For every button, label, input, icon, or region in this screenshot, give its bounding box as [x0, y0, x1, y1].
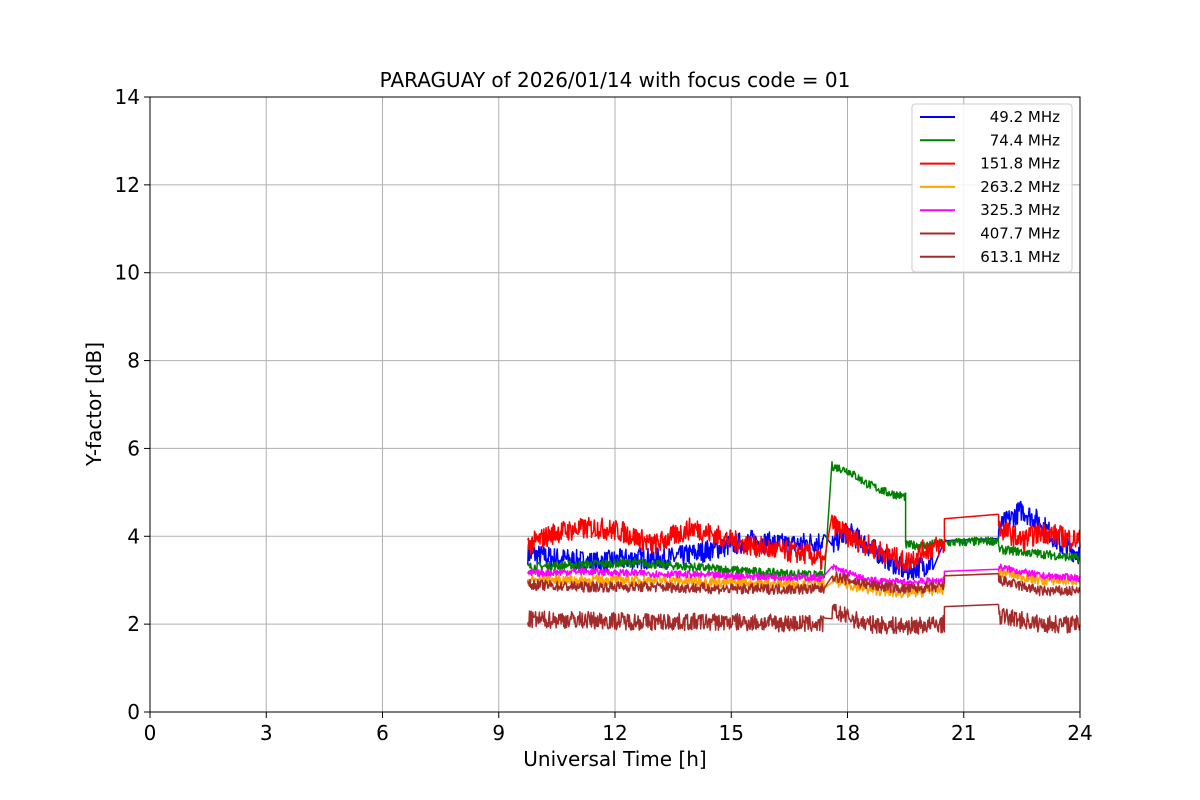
x-tick-label: 6 [376, 721, 389, 745]
series-line [997, 566, 1081, 586]
chart-title: PARAGUAY of 2026/01/14 with focus code =… [380, 68, 851, 92]
y-tick-label: 0 [127, 700, 140, 724]
legend-label: 151.8 MHz [980, 155, 1060, 173]
series-line [823, 571, 946, 594]
series-line [527, 516, 826, 571]
series-line [997, 543, 1081, 564]
legend-item-5: 407.7 MHz [920, 225, 1060, 243]
y-tick-label: 6 [127, 436, 140, 460]
y-tick-label: 8 [127, 349, 140, 373]
series-line [997, 563, 1081, 583]
series-line [527, 557, 826, 581]
series-line [943, 513, 999, 552]
y-tick-label: 12 [115, 173, 140, 197]
series-2 [527, 513, 1081, 572]
legend-label: 263.2 MHz [980, 178, 1060, 196]
x-tick-label: 9 [492, 721, 505, 745]
series-line [527, 610, 825, 633]
x-tick-label: 0 [144, 721, 157, 745]
x-tick-label: 24 [1067, 721, 1092, 745]
legend-item-0: 49.2 MHz [920, 108, 1060, 126]
series-line [997, 573, 1081, 597]
x-tick-label: 3 [260, 721, 273, 745]
series-line [943, 572, 999, 584]
y-tick-label: 10 [115, 261, 140, 285]
legend-item-6: 613.1 MHz [920, 248, 1060, 266]
legend: 49.2 MHz 74.4 MHz 151.8 MHz 263.2 MHz 325.3… [911, 103, 1073, 273]
legend-items: 49.2 MHz 74.4 MHz 151.8 MHz 263.2 MHz 325.3… [920, 108, 1060, 266]
legend-label: 74.4 MHz [990, 131, 1060, 149]
y-tick-label: 4 [127, 524, 140, 548]
legend-label: 325.3 MHz [980, 201, 1060, 219]
y-tick-label: 2 [127, 612, 140, 636]
series-layer [527, 461, 1081, 636]
series-line [527, 567, 825, 583]
x-tick-label: 15 [719, 721, 744, 745]
x-axis-label: Universal Time [h] [523, 747, 706, 771]
legend-item-1: 74.4 MHz [920, 131, 1060, 149]
legend-item-2: 151.8 MHz [920, 155, 1060, 173]
series-line [823, 514, 946, 572]
legend-label: 613.1 MHz [980, 248, 1060, 266]
x-tick-label: 18 [835, 721, 860, 745]
series-line [527, 578, 826, 596]
series-line [997, 500, 1081, 565]
series-line [997, 604, 1081, 634]
legend-item-3: 263.2 MHz [920, 178, 1060, 196]
y-axis-label: Y-factor [dB] [82, 342, 106, 467]
legend-label: 407.7 MHz [980, 225, 1060, 243]
legend-label: 49.2 MHz [990, 108, 1060, 126]
series-line [997, 514, 1081, 552]
legend-item-4: 325.3 MHz [920, 201, 1060, 219]
legend-box [911, 103, 1073, 273]
series-6 [527, 603, 1081, 636]
x-tick-label: 12 [602, 721, 627, 745]
series-line [904, 492, 1000, 551]
y-tick-label: 14 [115, 85, 140, 109]
series-line [824, 603, 946, 636]
series-line [823, 461, 907, 578]
x-tick-label: 21 [951, 721, 976, 745]
series-line [943, 603, 999, 633]
series-1 [527, 461, 1081, 581]
series-5 [527, 571, 1081, 597]
